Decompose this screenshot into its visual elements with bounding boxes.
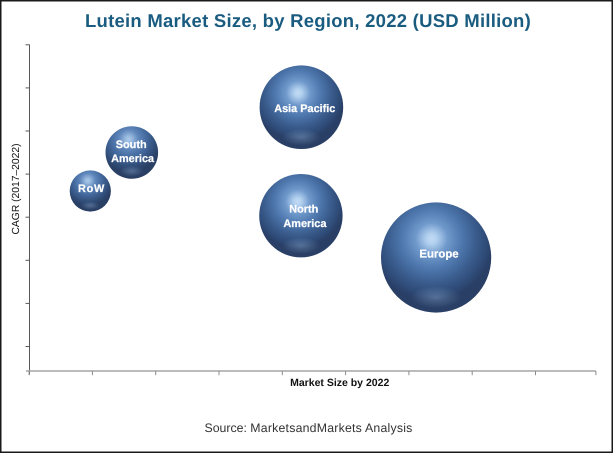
svg-text:CAGR (2017–2022): CAGR (2017–2022)	[11, 143, 22, 234]
svg-text:North: North	[289, 204, 318, 216]
svg-text:America: America	[111, 153, 155, 165]
svg-text:Market Size by 2022: Market Size by 2022	[290, 377, 389, 389]
svg-text:Lutein Market Size, by Region,: Lutein Market Size, by Region, 2022 (USD…	[85, 10, 531, 31]
svg-text:MarketsandMarkets Analysis: MarketsandMarkets Analysis	[250, 421, 412, 435]
svg-text:Source:: Source:	[205, 421, 247, 435]
svg-text:Europe: Europe	[419, 249, 458, 261]
svg-text:RoW: RoW	[78, 183, 105, 195]
svg-text:South: South	[116, 139, 147, 151]
svg-text:Asia Pacific: Asia Pacific	[274, 103, 335, 115]
svg-text:America: America	[283, 218, 327, 230]
